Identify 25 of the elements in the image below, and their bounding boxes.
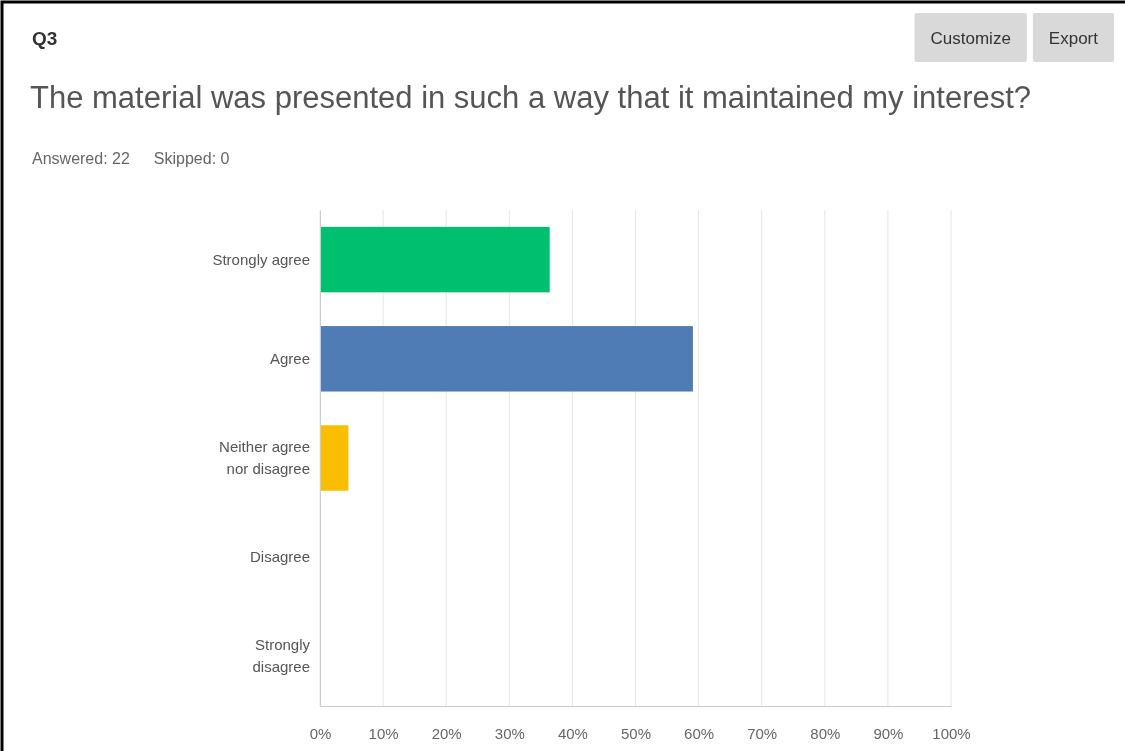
y-tick-label: Neither agree nor disagree [219,438,310,477]
chart-subtitle: The material was presented in such a way that it maintained my interest? [30,80,1032,115]
y-tick-label: Strongly agree [212,250,310,268]
x-tick-label: 20% [431,724,462,742]
x-tick-label: 60% [684,724,715,742]
x-tick-label: 80% [810,724,841,742]
button: Customize [914,13,1027,62]
x-tick-label: 70% [747,724,778,742]
x-tick-label: 10% [368,724,399,742]
bar [320,326,693,392]
y-tick-label: Strongly disagree [252,636,311,676]
x-tick-label: 100% [932,724,971,742]
x-tick-label: 30% [494,724,525,742]
text: Skipped: 0 [153,150,230,167]
bar [320,226,550,293]
x-tick-label: 0% [309,724,332,742]
text: Q3 [32,28,58,49]
x-tick-label: 90% [873,724,904,742]
button: Export [1032,13,1114,62]
x-tick-label: 40% [557,724,588,742]
y-tick-label: Disagree [249,548,310,566]
x-tick-label: 50% [620,724,652,742]
text: Answered: 22 [32,150,130,167]
bar [320,425,349,491]
y-tick-label: Agree [269,349,310,367]
